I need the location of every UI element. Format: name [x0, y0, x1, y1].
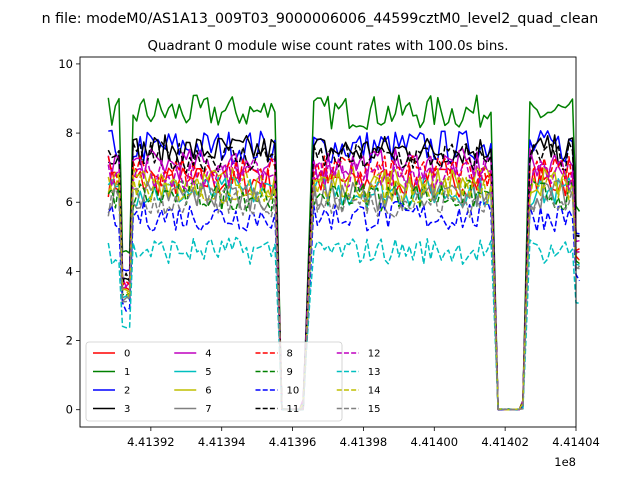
- legend-label-5: 5: [205, 367, 211, 378]
- x-tick-label: 4.41400: [411, 435, 459, 449]
- legend-label-0: 0: [124, 349, 130, 360]
- x-tick-label: 4.41404: [552, 435, 600, 449]
- x-offset-label: 1e8: [554, 455, 576, 469]
- legend-label-13: 13: [368, 367, 381, 378]
- y-tick-label: 4: [66, 264, 73, 278]
- x-tick-label: 4.41392: [127, 435, 175, 449]
- x-tick-label: 4.41402: [481, 435, 529, 449]
- y-tick-label: 0: [66, 403, 73, 417]
- plot-frame: [79, 56, 577, 428]
- series-line-14: [107, 172, 580, 411]
- legend-label-1: 1: [124, 367, 130, 378]
- legend-label-3: 3: [124, 404, 130, 415]
- series-line-15: [107, 186, 581, 411]
- figure-suptitle: n file: modeM0/AS1A13_009T03_9000006006_…: [42, 11, 599, 27]
- y-tick-label: 8: [66, 126, 73, 140]
- legend-label-8: 8: [287, 349, 293, 360]
- x-tick-label: 4.41394: [198, 435, 246, 449]
- legend-label-2: 2: [124, 386, 130, 397]
- series-line-12: [107, 158, 580, 411]
- legend-label-15: 15: [368, 404, 381, 415]
- x-tick-label: 4.41396: [269, 435, 317, 449]
- y-tick-label: 10: [58, 57, 73, 71]
- axis-layer: 4.41392 4.41394 4.41396 4.41398 4.41400 4.414…: [58, 57, 599, 449]
- legend-label-14: 14: [368, 386, 381, 397]
- legend-label-6: 6: [205, 386, 211, 397]
- legend-label-10: 10: [287, 386, 300, 397]
- series-layer: [107, 94, 581, 411]
- y-tick-label: 2: [66, 334, 73, 348]
- y-tick-label: 6: [66, 195, 73, 209]
- x-tick-label: 4.41398: [340, 435, 388, 449]
- legend-label-7: 7: [205, 404, 211, 415]
- legend-label-11: 11: [287, 404, 300, 415]
- legend-label-9: 9: [287, 367, 293, 378]
- legend-label-12: 12: [368, 349, 381, 360]
- legend-box: [85, 341, 343, 422]
- chart-title: Quadrant 0 module wise count rates with …: [148, 39, 509, 54]
- legend-label-4: 4: [205, 349, 211, 360]
